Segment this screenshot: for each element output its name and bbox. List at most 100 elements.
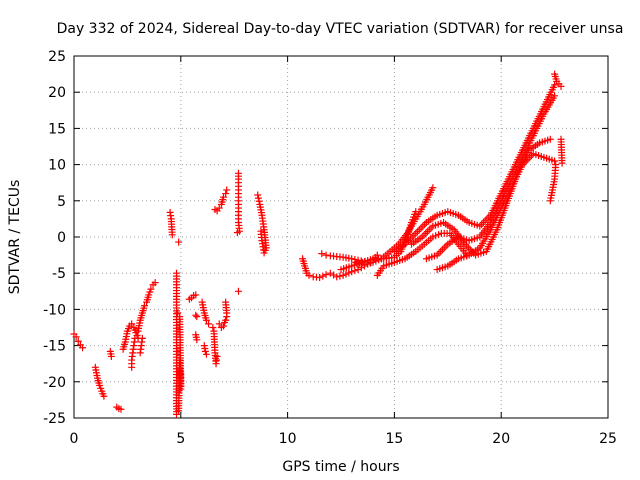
- data-point: [412, 229, 420, 237]
- data-point: [442, 242, 450, 250]
- y-tick-label: -5: [52, 266, 66, 282]
- data-point: [174, 309, 182, 317]
- data-point: [223, 186, 231, 194]
- data-point: [257, 227, 265, 235]
- y-tick-label: 25: [48, 49, 66, 65]
- data-point: [255, 197, 263, 205]
- data-point: [140, 302, 148, 310]
- x-tick-label: 0: [70, 431, 79, 447]
- data-point: [424, 228, 432, 236]
- data-point: [429, 184, 437, 192]
- data-point: [551, 92, 559, 100]
- data-point: [173, 410, 181, 418]
- data-point: [222, 298, 230, 306]
- data-point: [209, 324, 217, 331]
- data-point: [419, 222, 427, 230]
- data-point: [175, 238, 183, 246]
- data-point: [220, 193, 228, 201]
- data-point: [557, 82, 565, 90]
- data-point: [415, 226, 423, 234]
- data-point: [107, 352, 115, 360]
- data-point: [414, 228, 422, 236]
- y-tick-label: 15: [48, 121, 66, 137]
- data-point: [437, 247, 445, 255]
- y-tick-label: 20: [48, 85, 66, 101]
- data-point: [175, 407, 183, 415]
- data-point: [420, 231, 428, 239]
- data-point: [546, 135, 554, 143]
- data-point: [558, 159, 566, 167]
- data-point: [193, 336, 201, 344]
- data-point: [551, 157, 559, 165]
- y-axis-tick-labels: -25 -20 -15 -10 -5 0 5 10 15 20 25: [43, 49, 66, 427]
- y-tick-label: -15: [43, 339, 66, 355]
- data-point: [147, 285, 155, 293]
- data-point: [254, 191, 262, 199]
- y-tick-label: -20: [43, 375, 66, 391]
- data-point: [151, 279, 159, 287]
- data-point: [205, 320, 213, 328]
- data-point: [373, 251, 381, 259]
- data-point: [322, 271, 330, 279]
- y-tick-label: 10: [48, 158, 66, 174]
- data-point: [440, 244, 448, 252]
- data-point: [192, 291, 200, 299]
- data-point: [233, 229, 241, 237]
- data-point: [100, 392, 108, 400]
- data-point: [117, 405, 125, 413]
- x-tick-label: 10: [279, 431, 297, 447]
- data-point: [333, 273, 341, 281]
- data-point: [438, 246, 446, 254]
- x-tick-label: 25: [599, 431, 617, 447]
- data-point: [192, 311, 200, 319]
- data-point: [234, 287, 242, 295]
- data-point: [336, 272, 344, 280]
- gridlines: [74, 56, 608, 418]
- chart-title: Day 332 of 2024, Sidereal Day-to-day VTE…: [57, 21, 624, 37]
- data-point: [168, 231, 176, 239]
- data-point: [422, 229, 430, 237]
- data-point: [128, 320, 136, 328]
- data-point: [215, 204, 223, 212]
- data-point: [318, 250, 326, 258]
- data-point: [316, 274, 324, 282]
- data-point: [322, 251, 330, 259]
- data-point: [72, 333, 80, 341]
- y-tick-label: -25: [43, 411, 66, 427]
- data-point: [330, 271, 338, 279]
- data-point: [417, 224, 425, 232]
- data-point: [551, 81, 559, 89]
- data-point: [326, 269, 334, 277]
- data-point: [305, 271, 313, 279]
- data-point: [138, 334, 146, 342]
- y-axis-label: SDTVAR / TECUs: [7, 180, 23, 295]
- data-point: [552, 161, 560, 169]
- data-point: [202, 350, 210, 358]
- data-point: [202, 316, 210, 324]
- x-tick-label: 5: [176, 431, 185, 447]
- data-points: [70, 70, 566, 418]
- data-point: [215, 320, 223, 328]
- data-point: [79, 344, 87, 352]
- y-tick-label: 0: [57, 230, 66, 246]
- data-point: [131, 334, 139, 342]
- data-point: [319, 272, 327, 280]
- x-tick-label: 15: [385, 431, 403, 447]
- data-point: [348, 255, 356, 263]
- data-point: [254, 194, 262, 202]
- data-point: [354, 266, 362, 274]
- data-point: [222, 316, 230, 324]
- x-tick-label: 20: [492, 431, 510, 447]
- data-point: [425, 226, 433, 234]
- axis-ticks: [73, 55, 609, 419]
- y-tick-label: -10: [43, 302, 66, 318]
- data-point: [74, 337, 82, 345]
- y-tick-label: 5: [57, 194, 66, 210]
- data-point: [213, 352, 221, 360]
- data-point: [193, 313, 201, 321]
- x-axis-tick-labels: 0 5 10 15 20 25: [70, 431, 617, 447]
- data-point: [222, 190, 230, 198]
- x-axis-label: GPS time / hours: [282, 459, 399, 475]
- data-point: [220, 322, 228, 330]
